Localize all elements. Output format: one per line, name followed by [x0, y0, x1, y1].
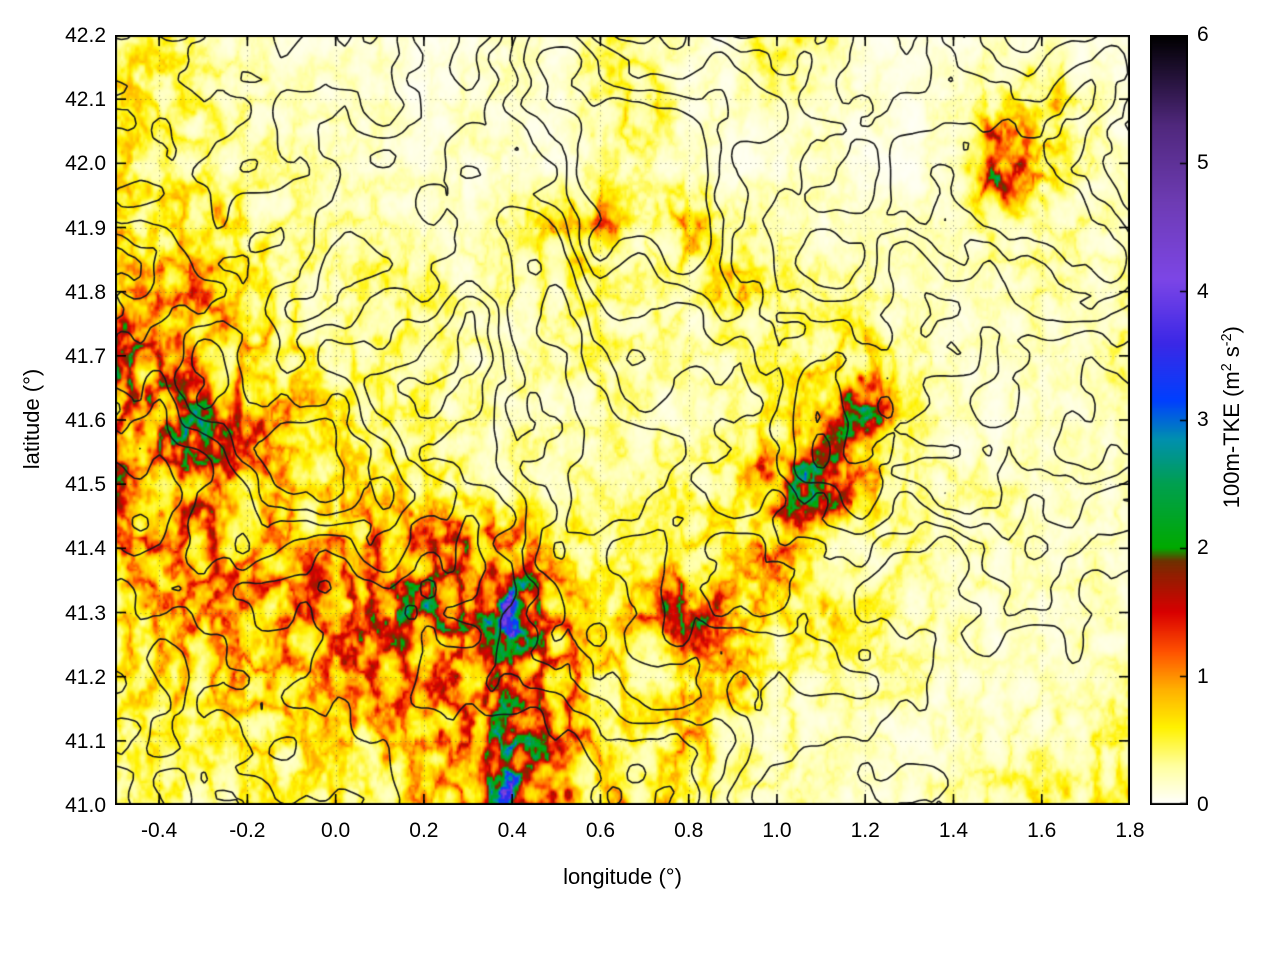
- y-tick-label: 41.8: [65, 280, 106, 304]
- y-tick-label: 41.9: [65, 216, 106, 240]
- colorbar-tick-label: 6: [1197, 23, 1209, 46]
- x-tick-label: 0.0: [321, 819, 351, 842]
- y-tick-label: 42.1: [65, 88, 106, 112]
- y-tick-label: 41.1: [65, 729, 106, 753]
- colorbar-tick-label: 5: [1197, 151, 1209, 175]
- contours-axes-overlay-canvas: [115, 35, 1130, 805]
- colorbar-tick-label: 2: [1197, 536, 1209, 560]
- y-tick-label: 41.4: [65, 537, 106, 561]
- x-tick-label: 1.2: [850, 819, 880, 842]
- y-axis-title: latitude (°): [19, 368, 44, 470]
- colorbar-tick-label: 3: [1197, 408, 1209, 431]
- x-tick-label: 0.2: [409, 819, 439, 842]
- y-tick-label: 41.0: [65, 794, 106, 817]
- x-tick-label: -0.4: [141, 819, 178, 842]
- x-tick-label: 1.0: [762, 819, 792, 842]
- y-tick-label: 41.5: [65, 473, 106, 497]
- x-tick-label: 0.8: [674, 819, 704, 842]
- colorbar-title-sup: 2: [1218, 363, 1235, 372]
- x-tick-label: -0.2: [229, 819, 266, 842]
- y-tick-label: 42.2: [65, 24, 106, 47]
- y-tick-label: 41.2: [65, 665, 106, 689]
- colorbar-title-text: 100m-TKE (m: [1219, 371, 1245, 509]
- y-tick-label: 42.0: [65, 152, 106, 176]
- x-tick-label: 0.6: [585, 819, 616, 842]
- y-tick-label: 41.3: [65, 601, 106, 625]
- colorbar-title-sup: -2: [1218, 333, 1235, 347]
- x-tick-label: 0.4: [497, 819, 527, 842]
- y-tick-label: 41.6: [65, 409, 106, 432]
- x-tick-label: 1.4: [938, 819, 969, 842]
- colorbar-tick-label: 1: [1197, 664, 1209, 688]
- colorbar-gradient: [1150, 35, 1188, 805]
- x-axis-title: longitude (°): [563, 864, 682, 889]
- x-tick-label: 1.6: [1027, 819, 1057, 842]
- colorbar-title-text: ): [1219, 326, 1245, 334]
- colorbar-tick-label: 4: [1197, 279, 1209, 303]
- colorbar-tick-label: 0: [1197, 793, 1209, 816]
- y-tick-label: 41.7: [65, 344, 106, 368]
- colorbar-title-text: s: [1219, 346, 1245, 364]
- x-tick-label: 1.8: [1115, 819, 1145, 842]
- colorbar-title: 100m-TKE (m2 s-2): [1219, 247, 1245, 587]
